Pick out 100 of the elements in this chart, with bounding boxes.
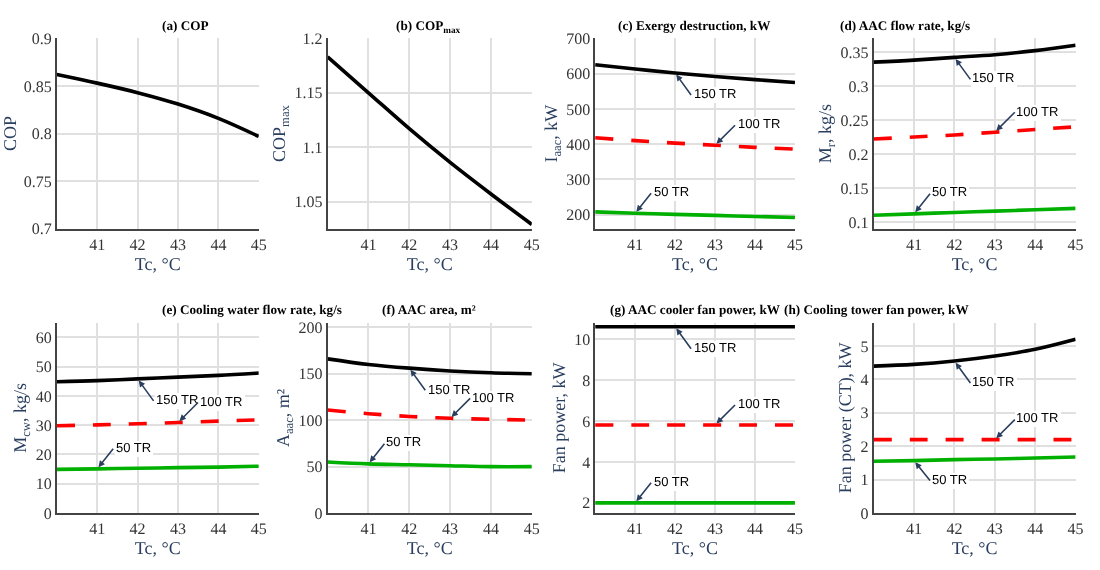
x-tick-label: 44	[747, 235, 763, 254]
x-tick-label: 45	[1067, 235, 1084, 254]
y-tick-label: 0.75	[23, 172, 52, 191]
y-tick-label: 4	[860, 371, 869, 390]
y-tick-label: 0.85	[23, 77, 52, 96]
x-tick-label: 43	[707, 520, 724, 539]
x-tick-label: 42	[401, 520, 418, 539]
y-tick-label: 0.25	[840, 111, 869, 130]
y-tick-label: 1.1	[302, 138, 323, 157]
x-tick-label: 41	[360, 520, 377, 539]
y-tick-label: 0.35	[840, 43, 869, 62]
x-tick-label: 45	[786, 235, 803, 254]
y-tick-label: 0.8	[31, 125, 52, 144]
line-series	[873, 43, 1076, 64]
y-axis-title: Fan power (CT), kW	[835, 341, 856, 494]
y-tick-label: 300	[566, 171, 591, 190]
x-axis-title: Tc, °C	[672, 538, 719, 559]
y-axis-title: Fan power, kW	[548, 361, 569, 474]
y-tick-label: 600	[566, 65, 591, 84]
x-tick-label: 45	[1067, 520, 1084, 539]
y-tick-label: 20	[35, 446, 52, 465]
y-tick-label: 4	[582, 453, 591, 472]
x-tick-label: 45	[786, 520, 803, 539]
line-series	[595, 63, 795, 85]
x-axis-title: Tc, °C	[406, 253, 453, 274]
y-tick-label: 0.1	[848, 213, 869, 232]
y-tick-label: 1	[860, 471, 869, 490]
y-tick-label: 5	[860, 337, 869, 356]
x-tick-label: 44	[482, 520, 499, 539]
y-tick-label: 700	[566, 29, 591, 48]
x-tick-label: 41	[906, 520, 922, 539]
y-tick-label: 40	[35, 387, 52, 406]
x-tick-label: 43	[442, 520, 459, 539]
x-tick-label: 45	[250, 235, 267, 254]
x-tick-label: 41	[627, 520, 644, 539]
y-tick-label: 8	[582, 371, 591, 390]
x-tick-label: 43	[707, 235, 724, 254]
y-tick-label: 60	[35, 328, 52, 347]
y-tick-label: 400	[566, 135, 591, 154]
x-axis-title: Tc, °C	[951, 253, 998, 274]
x-tick-label: 44	[210, 520, 227, 539]
x-tick-label: 41	[360, 235, 377, 254]
x-tick-label: 41	[89, 520, 106, 539]
x-tick-label: 44	[747, 520, 763, 539]
y-tick-label: 0	[43, 504, 52, 523]
x-axis-title: Tc, °C	[672, 253, 719, 274]
x-tick-label: 44	[1027, 235, 1044, 254]
x-tick-label: 41	[89, 235, 106, 254]
x-tick-label: 41	[627, 235, 644, 254]
line-series	[327, 357, 532, 376]
x-axis-title: Tc, °C	[406, 538, 453, 559]
y-tick-label: 0.9	[31, 29, 52, 48]
y-tick-label: 10	[574, 330, 591, 349]
line-series	[56, 72, 259, 139]
y-tick-label: 50	[35, 358, 52, 377]
y-tick-label: 150	[298, 365, 323, 384]
line-series	[873, 124, 1076, 141]
y-tick-label: 10	[35, 475, 52, 494]
x-tick-label: 43	[986, 235, 1003, 254]
x-tick-label: 45	[523, 520, 540, 539]
x-tick-label: 42	[667, 520, 684, 539]
x-tick-label: 45	[250, 520, 267, 539]
y-tick-label: 0.15	[840, 179, 869, 198]
y-tick-label: 1.05	[294, 193, 323, 212]
y-tick-label: 0.3	[848, 77, 869, 96]
x-axis-title: Tc, °C	[951, 538, 998, 559]
y-tick-label: 0.2	[848, 145, 869, 164]
y-axis-title: COP	[0, 116, 20, 152]
y-tick-label: 100	[298, 411, 323, 430]
y-tick-label: 50	[306, 458, 323, 477]
x-tick-label: 42	[401, 235, 418, 254]
x-tick-label: 42	[129, 520, 146, 539]
x-tick-label: 42	[946, 520, 963, 539]
y-tick-label: 200	[298, 318, 323, 337]
line-series	[873, 337, 1076, 368]
y-tick-label: 0	[860, 504, 869, 523]
x-tick-label: 45	[523, 235, 540, 254]
x-tick-label: 41	[906, 235, 922, 254]
x-tick-label: 43	[170, 235, 186, 254]
x-tick-label: 42	[667, 235, 684, 254]
x-tick-label: 44	[1027, 520, 1044, 539]
y-tick-label: 3	[860, 404, 869, 423]
y-tick-label: 30	[35, 416, 52, 435]
x-tick-label: 42	[129, 235, 146, 254]
x-tick-label: 43	[170, 520, 186, 539]
x-tick-label: 43	[986, 520, 1003, 539]
y-tick-label: 1.2	[302, 29, 323, 48]
y-tick-label: 2	[582, 494, 591, 513]
x-tick-label: 43	[442, 235, 459, 254]
y-tick-label: 0	[314, 504, 323, 523]
x-tick-label: 42	[946, 235, 963, 254]
y-tick-label: 1.15	[294, 84, 323, 103]
y-tick-label: 0.7	[31, 220, 52, 239]
y-tick-label: 500	[566, 100, 591, 119]
y-tick-label: 2	[860, 437, 869, 456]
y-tick-label: 6	[582, 412, 591, 431]
x-axis-title: Tc, °C	[134, 253, 181, 274]
x-axis-title: Tc, °C	[134, 538, 181, 559]
x-tick-label: 44	[210, 235, 227, 254]
y-tick-label: 200	[566, 206, 591, 225]
